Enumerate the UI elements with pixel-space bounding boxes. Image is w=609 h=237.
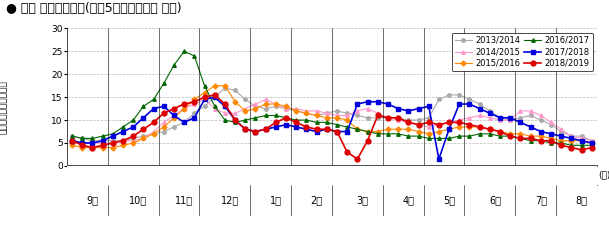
2017/2018 <box>588 141 596 144</box>
Text: 1月: 1月 <box>270 195 282 205</box>
2015/2016 <box>333 116 340 119</box>
2013/2014 <box>221 87 228 89</box>
2018/2019 <box>588 146 596 149</box>
2015/2016 <box>404 128 412 131</box>
Line: 2016/2017: 2016/2017 <box>71 50 593 147</box>
Text: 10月: 10月 <box>129 195 147 205</box>
Line: 2017/2018: 2017/2018 <box>71 96 593 161</box>
2017/2018 <box>415 107 422 110</box>
2017/2018 <box>211 96 219 99</box>
Text: 4月: 4月 <box>403 195 414 205</box>
2018/2019 <box>404 121 412 124</box>
2018/2019 <box>323 128 331 131</box>
Line: 2018/2019: 2018/2019 <box>69 92 594 161</box>
2017/2018 <box>435 158 443 160</box>
Text: 6月: 6月 <box>489 195 501 205</box>
Text: 5月: 5月 <box>443 195 455 205</box>
Line: 2014/2015: 2014/2015 <box>71 98 593 145</box>
2015/2016 <box>272 103 280 105</box>
2018/2019 <box>354 158 361 160</box>
Text: 定点当たり患者報告数: 定点当たり患者報告数 <box>0 80 7 133</box>
Text: 8月: 8月 <box>576 195 588 205</box>
2014/2015 <box>119 139 127 142</box>
2016/2017 <box>180 50 188 53</box>
2013/2014 <box>588 139 596 142</box>
2013/2014 <box>404 119 412 122</box>
Text: 12月: 12月 <box>221 195 239 205</box>
2014/2015 <box>68 139 76 142</box>
2013/2014 <box>364 116 371 119</box>
Text: 9月: 9月 <box>86 195 99 205</box>
2015/2016 <box>79 146 86 149</box>
2016/2017 <box>323 121 331 124</box>
2017/2018 <box>323 128 331 131</box>
Line: 2015/2016: 2015/2016 <box>71 84 593 149</box>
Text: 11月: 11月 <box>175 195 193 205</box>
2014/2015 <box>333 114 340 117</box>
2015/2016 <box>119 144 127 147</box>
2016/2017 <box>262 114 269 117</box>
2016/2017 <box>588 144 596 147</box>
2018/2019 <box>262 128 269 131</box>
2013/2014 <box>333 109 340 112</box>
2013/2014 <box>68 135 76 137</box>
2016/2017 <box>68 135 76 137</box>
2015/2016 <box>425 132 432 135</box>
2016/2017 <box>109 132 116 135</box>
Line: 2013/2014: 2013/2014 <box>71 86 593 142</box>
2013/2014 <box>272 105 280 108</box>
2018/2019 <box>364 139 371 142</box>
2017/2018 <box>395 107 402 110</box>
Text: ● 県内 週別発生動向(過去5シーズンとの 比較): ● 県内 週別発生動向(過去5シーズンとの 比較) <box>6 2 181 15</box>
2018/2019 <box>211 93 219 96</box>
2015/2016 <box>211 84 219 87</box>
Text: 7月: 7月 <box>535 195 547 205</box>
2014/2015 <box>588 139 596 142</box>
2016/2017 <box>395 132 402 135</box>
2017/2018 <box>109 135 116 137</box>
2016/2017 <box>568 144 575 147</box>
2014/2015 <box>79 141 86 144</box>
2016/2017 <box>415 135 422 137</box>
2013/2014 <box>119 139 127 142</box>
2013/2014 <box>89 139 96 142</box>
Legend: 2013/2014, 2014/2015, 2015/2016, 2016/2017, 2017/2018, 2018/2019: 2013/2014, 2014/2015, 2015/2016, 2016/20… <box>452 33 593 71</box>
Text: 2月: 2月 <box>311 195 323 205</box>
Text: 3月: 3月 <box>356 195 368 205</box>
2015/2016 <box>68 144 76 147</box>
2017/2018 <box>68 139 76 142</box>
2015/2016 <box>588 141 596 144</box>
2017/2018 <box>354 103 361 105</box>
2018/2019 <box>68 139 76 142</box>
2018/2019 <box>109 141 116 144</box>
2017/2018 <box>262 128 269 131</box>
2014/2015 <box>425 126 432 128</box>
2014/2015 <box>201 98 208 101</box>
Text: (週): (週) <box>598 170 609 179</box>
2013/2014 <box>425 116 432 119</box>
2018/2019 <box>425 121 432 124</box>
2014/2015 <box>272 103 280 105</box>
2014/2015 <box>364 107 371 110</box>
2014/2015 <box>404 121 412 124</box>
2015/2016 <box>364 130 371 133</box>
2016/2017 <box>354 128 361 131</box>
